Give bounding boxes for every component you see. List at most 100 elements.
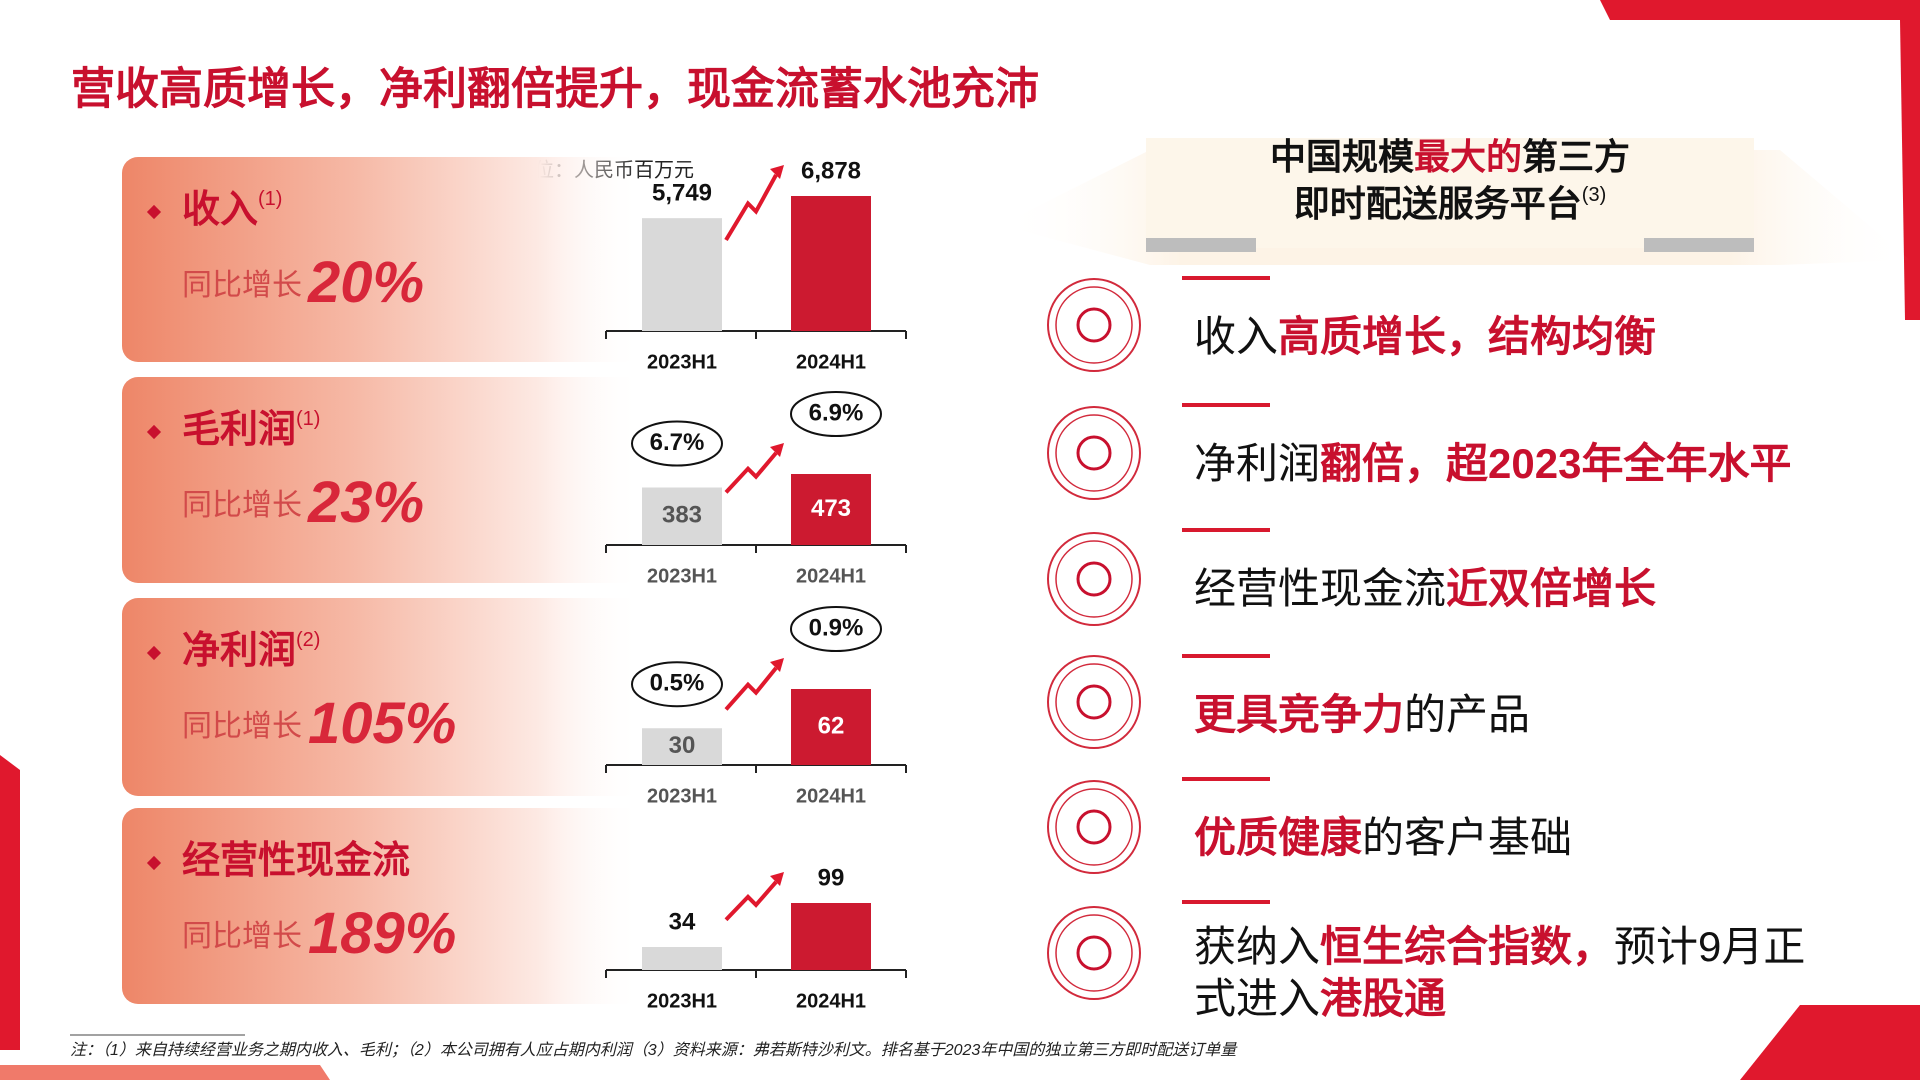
bar [791, 689, 871, 765]
item-text: 净利润翻倍，超2023年全年水平 [1194, 440, 1791, 487]
trend-arrow [724, 451, 778, 494]
item-segment: 更具竞争力 [1194, 691, 1404, 738]
trend-arrow-head [770, 872, 784, 886]
value-label: 99 [818, 864, 845, 891]
growth-value: 189% [308, 901, 456, 966]
footnote: 注：（1）来自持续经营业务之期内收入、毛利；（2）本公司拥有人应占期内利润（3）… [70, 1041, 1238, 1059]
item-segment: 的客户基础 [1362, 814, 1572, 861]
decor [0, 1065, 330, 1080]
bar [791, 196, 871, 331]
item-segment: 高质增长，结构均衡 [1278, 313, 1656, 360]
item-segment: 优质健康 [1194, 814, 1362, 861]
banner-text: 第三方 [1522, 136, 1630, 177]
ratio-oval [631, 661, 723, 708]
panel-note: (2) [296, 629, 320, 651]
bar [791, 474, 871, 545]
panel-note: (1) [258, 188, 282, 210]
growth: 同比增长 23% [182, 470, 424, 535]
panel-label-text: 毛利润 [182, 409, 296, 451]
x-tick-label: 2023H1 [647, 565, 717, 587]
item-text: 更具竞争力的产品 [1194, 691, 1530, 738]
bar [642, 218, 722, 331]
value-label: 5,749 [652, 180, 712, 207]
item-segment: 经营性现金流 [1194, 565, 1446, 612]
banner-note: (3) [1582, 184, 1606, 206]
value-label: 34 [669, 908, 696, 935]
item-segment: 翻倍，超2023年全年水平 [1320, 440, 1791, 487]
bar [791, 903, 871, 970]
growth-value: 20% [307, 250, 424, 315]
bullet [146, 204, 162, 220]
growth-prefix: 同比增长 [182, 710, 302, 743]
item-segment: 近双倍增长 [1446, 565, 1656, 612]
item-segment: 港股通 [1320, 975, 1446, 1022]
banner-text: 即时配送服务平台 [1294, 183, 1582, 224]
value-label: 473 [811, 495, 851, 522]
icon [1076, 809, 1112, 845]
ratio-label: 0.5% [650, 670, 705, 697]
growth: 同比增长 20% [182, 250, 424, 315]
icon-ring [1055, 286, 1133, 364]
banner-text: 最大的 [1414, 136, 1522, 177]
icon-ring [1047, 278, 1141, 372]
panel [122, 808, 642, 1004]
icon [1076, 561, 1112, 597]
item-segment: 预计9月正 [1614, 923, 1805, 970]
icon-ring [1055, 414, 1133, 492]
decor [1600, 0, 1920, 20]
icon-ring [1047, 406, 1141, 500]
item-segment: 的产品 [1404, 691, 1530, 738]
bullet [146, 424, 162, 440]
icon-ring [1047, 532, 1141, 626]
icon-ring [1047, 906, 1141, 1000]
banner-line: 中国规模最大的第三方 [1270, 136, 1630, 177]
panel [122, 157, 642, 362]
item-text: 经营性现金流近双倍增长 [1194, 565, 1656, 612]
item-segment: 收入 [1194, 313, 1278, 360]
icon-ring [1055, 788, 1133, 866]
value-label: 383 [662, 502, 702, 529]
trend-arrow-head [770, 658, 784, 672]
ratio-oval [790, 606, 882, 652]
panel-label-text: 经营性现金流 [182, 839, 410, 882]
panel-label-text: 收入 [182, 189, 258, 231]
banner-text: 中国规模 [1270, 136, 1414, 177]
growth-prefix: 同比增长 [182, 920, 302, 953]
panel-label: 经营性现金流 [182, 839, 410, 882]
item-segment: 恒生综合指数， [1320, 923, 1614, 970]
bar [642, 487, 722, 545]
panel [122, 598, 642, 796]
growth-prefix: 同比增长 [182, 489, 302, 522]
icon-ring [1047, 780, 1141, 874]
trend-arrow [724, 174, 778, 242]
x-tick-label: 2023H1 [647, 990, 717, 1012]
growth-prefix: 同比增长 [182, 269, 302, 302]
value-label: 62 [818, 712, 845, 739]
trend-arrow-head [770, 165, 784, 179]
panel-label-text: 净利润 [182, 630, 296, 672]
icon [1076, 435, 1112, 471]
ratio-oval [631, 420, 723, 467]
growth: 同比增长 189% [182, 901, 456, 966]
value-label: 6,878 [801, 157, 861, 184]
item-segment: 净利润 [1194, 440, 1320, 487]
bullet [146, 855, 162, 871]
banner-line: 即时配送服务平台(3) [1294, 183, 1606, 224]
x-tick-label: 2024H1 [796, 351, 866, 373]
growth: 同比增长 105% [182, 691, 456, 756]
value-label: 30 [669, 732, 696, 759]
trend-arrow [724, 666, 778, 711]
bullet [146, 645, 162, 661]
icon-ring [1055, 914, 1133, 992]
item-text: 获纳入恒生综合指数，预计9月正 [1194, 923, 1805, 970]
x-tick-label: 2024H1 [796, 785, 866, 807]
title: 营收高质增长，净利翻倍提升，现金流蓄水池充沛 [71, 65, 1039, 114]
banner-fold [1146, 238, 1256, 252]
panel-note: (1) [296, 408, 320, 430]
decor [0, 755, 20, 1050]
x-tick-label: 2023H1 [647, 785, 717, 807]
icon-ring [1055, 663, 1133, 741]
banner [1146, 138, 1754, 248]
